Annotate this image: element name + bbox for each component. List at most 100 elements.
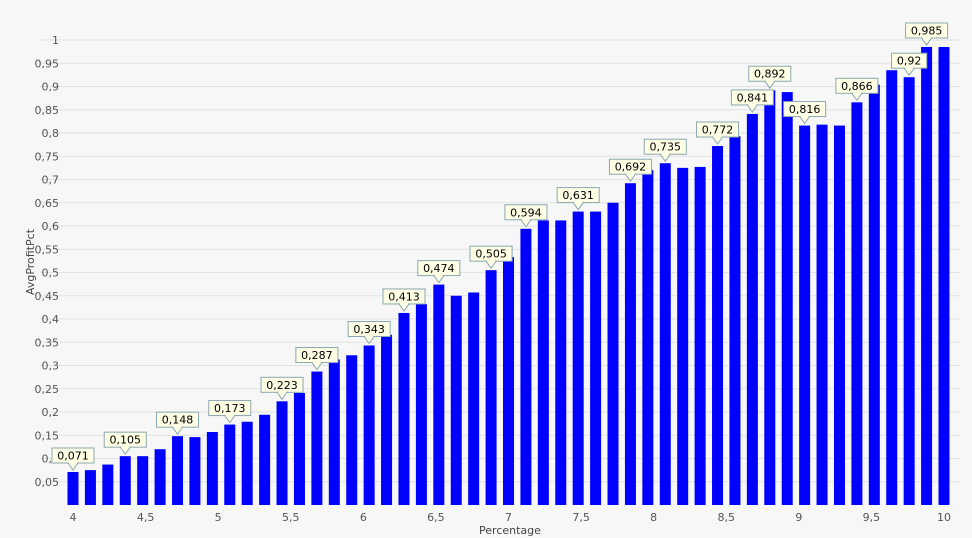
bar[interactable] [851,102,863,505]
bar[interactable] [433,284,445,505]
data-label: 0,892 [754,68,786,81]
x-tick-label: 8,5 [718,511,736,524]
data-label-pointer [223,415,236,424]
bar[interactable] [624,183,636,505]
bar[interactable] [712,146,724,505]
bar[interactable] [677,167,689,505]
bar[interactable] [468,292,480,505]
y-axis-ticks: 0,050,10,150,20,250,30,350,40,450,50,550… [35,34,60,489]
x-tick-label: 9,5 [863,511,881,524]
data-label-pointer [310,362,323,371]
data-label-pointer [763,80,776,90]
bar[interactable] [415,304,427,505]
bar[interactable] [398,312,410,505]
x-tick-label: 8 [650,511,657,524]
x-tick-label: 7 [505,511,512,524]
data-label-callout: 0,816 [783,101,827,125]
data-label: 0,594 [510,206,542,219]
bar[interactable] [241,421,253,505]
y-tick-label: 0,65 [35,197,60,210]
bar[interactable] [781,92,793,505]
x-tick-label: 5 [215,511,222,524]
x-tick-label: 4 [70,511,77,524]
bar[interactable] [764,90,776,505]
bar[interactable] [259,414,271,505]
bar[interactable] [84,470,96,505]
bar[interactable] [154,449,166,505]
data-label: 0,985 [911,24,943,37]
bar[interactable] [172,436,184,505]
bar[interactable] [607,202,619,505]
bar[interactable] [659,163,671,505]
data-label-callout: 0,772 [696,121,740,145]
data-label-callout: 0,505 [469,245,513,270]
bar[interactable] [833,125,845,505]
x-tick-label: 6,5 [427,511,445,524]
bar[interactable] [119,456,131,505]
bar[interactable] [938,46,950,505]
bar[interactable] [729,136,741,505]
y-tick-label: 0,75 [35,150,60,163]
data-label-callout: 0,343 [347,321,391,345]
bar[interactable] [311,371,323,505]
bar[interactable] [868,84,880,505]
bar[interactable] [503,257,514,505]
y-tick-label: 0,7 [42,174,60,187]
y-tick-label: 0,85 [35,104,60,117]
y-tick-label: 1 [52,34,59,47]
bar[interactable] [450,295,462,505]
bar[interactable] [137,456,149,505]
data-label-callout: 0,985 [905,22,949,46]
x-tick-label: 5,5 [282,511,300,524]
data-label-callout: 0,692 [608,158,652,183]
data-label: 0,343 [353,323,385,336]
data-label-pointer [903,67,916,77]
data-label-pointer [398,303,410,312]
bar[interactable] [642,170,654,505]
data-label: 0,735 [650,141,682,154]
bar[interactable] [346,355,358,505]
bar[interactable] [537,220,549,506]
bar[interactable] [67,471,79,505]
bar[interactable] [590,211,602,505]
bar[interactable] [276,401,288,505]
bar[interactable] [694,166,706,505]
data-label-pointer [659,153,672,163]
bar[interactable] [799,125,811,505]
bar[interactable] [886,70,898,505]
bar[interactable] [293,392,305,505]
data-label: 0,148 [162,414,194,427]
data-label: 0,92 [897,55,922,68]
data-label-pointer [920,37,933,46]
data-label: 0,816 [789,103,821,116]
bar[interactable] [102,464,114,505]
bar[interactable] [816,124,828,505]
y-tick-label: 0,15 [35,429,60,442]
bar[interactable] [224,424,236,505]
bars [67,46,950,506]
bar[interactable] [903,77,915,505]
x-tick-label: 7,5 [572,511,590,524]
data-label: 0,413 [388,290,420,303]
y-tick-label: 0,45 [35,290,60,303]
bar[interactable] [572,211,584,505]
data-label: 0,866 [841,80,873,93]
bar[interactable] [363,345,375,505]
bar[interactable] [485,270,497,505]
data-label: 0,692 [615,161,647,174]
data-label: 0,105 [110,434,142,447]
data-label-callout: 0,173 [208,400,252,424]
bar[interactable] [328,359,340,505]
bar[interactable] [189,437,201,505]
bar[interactable] [520,228,532,506]
data-label-pointer [276,391,289,401]
bar[interactable] [206,431,218,505]
bar[interactable] [921,46,933,505]
data-label-pointer [119,446,132,456]
bar[interactable] [381,334,393,505]
y-axis-title: AvgProfitPct [24,228,37,295]
data-label-callout: 0,223 [260,376,304,401]
bar[interactable] [555,220,567,506]
bar[interactable] [746,113,758,505]
